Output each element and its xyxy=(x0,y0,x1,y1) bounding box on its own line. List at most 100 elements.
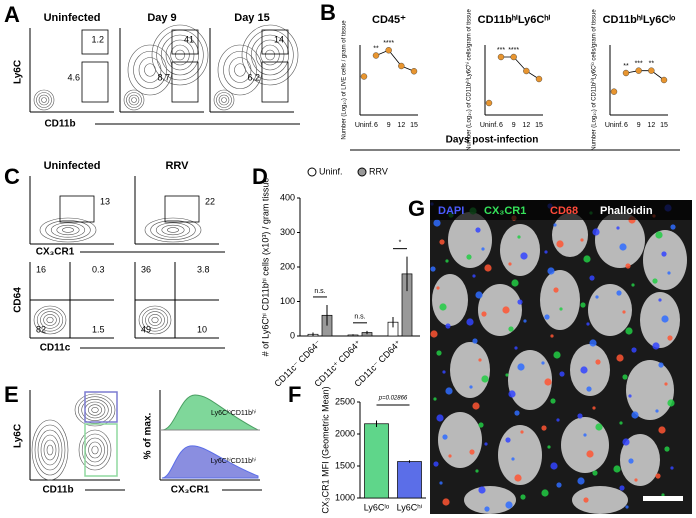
gate xyxy=(171,29,199,55)
stain xyxy=(505,501,513,509)
y-axis-label: Number (Log₁₀) of LIVE cells / gram of t… xyxy=(342,20,348,140)
stain xyxy=(436,286,440,290)
contour xyxy=(123,89,145,111)
stain xyxy=(484,264,492,272)
axis-label: % of max. xyxy=(143,412,154,459)
column-title: Uninfected xyxy=(44,160,101,172)
line xyxy=(375,49,415,72)
contour xyxy=(150,220,196,240)
muscle-fiber xyxy=(438,412,482,468)
x-tick-label: 15 xyxy=(410,122,418,129)
stain xyxy=(433,219,441,227)
muscle-fiber xyxy=(448,212,492,268)
muscle-fiber xyxy=(626,360,674,420)
stain xyxy=(517,299,523,305)
stain xyxy=(652,278,658,284)
bar xyxy=(397,461,422,499)
stain xyxy=(580,366,588,374)
stain xyxy=(475,469,479,473)
muscle-fiber xyxy=(540,270,580,330)
contour xyxy=(265,49,275,61)
stain xyxy=(445,259,449,263)
stain xyxy=(514,410,520,416)
point xyxy=(635,67,642,74)
stain xyxy=(439,303,447,311)
contour xyxy=(43,439,57,461)
contour xyxy=(133,50,167,90)
stain xyxy=(616,290,622,296)
stain xyxy=(670,224,676,230)
contour xyxy=(175,49,185,61)
contour xyxy=(41,97,47,103)
muscle-fiber xyxy=(588,284,632,336)
legend-label: Uninf. xyxy=(319,166,343,176)
significance: * xyxy=(399,239,402,246)
stain xyxy=(436,350,442,356)
stain xyxy=(508,262,512,266)
histogram-label: Ly6CʰⁱCD11bʰⁱ xyxy=(211,457,256,465)
contour xyxy=(128,94,140,106)
gate-value: 4.6 xyxy=(67,72,80,82)
contour xyxy=(46,444,54,456)
y-tick-label: 200 xyxy=(280,261,295,271)
stain xyxy=(481,311,487,317)
stain xyxy=(589,275,595,281)
point xyxy=(398,62,405,70)
point xyxy=(523,67,530,75)
bar xyxy=(364,423,389,499)
stain xyxy=(655,473,661,479)
contour xyxy=(31,419,69,481)
stain xyxy=(442,434,448,440)
stain xyxy=(556,418,560,422)
panel-label: G xyxy=(408,196,425,221)
contour xyxy=(145,311,165,329)
significance: n.s. xyxy=(354,314,365,321)
significance: **** xyxy=(383,40,394,47)
contour xyxy=(40,311,60,329)
contour xyxy=(91,445,99,455)
contour xyxy=(213,89,235,111)
stain-label: Phalloidin xyxy=(600,205,653,217)
significance: *** xyxy=(635,61,643,68)
stain xyxy=(619,421,623,425)
histogram xyxy=(161,445,259,479)
stain xyxy=(433,397,437,401)
histogram xyxy=(161,394,259,431)
scale-bar xyxy=(643,496,683,501)
contour xyxy=(228,57,252,83)
stain xyxy=(541,489,549,497)
x-tick-label: Ly6Cˡᵒ xyxy=(364,502,390,512)
stain xyxy=(592,228,600,236)
legend-swatch xyxy=(307,167,317,177)
gate-value: 6.2 xyxy=(247,72,260,82)
stain xyxy=(655,231,663,239)
stain xyxy=(583,433,587,437)
stain xyxy=(559,371,565,377)
stain xyxy=(472,274,476,278)
panel-label: A xyxy=(4,2,20,27)
point xyxy=(610,88,618,95)
muscle-fiber xyxy=(464,486,516,514)
contour xyxy=(161,34,199,76)
stain xyxy=(511,279,519,287)
quadrant-value: 49 xyxy=(141,324,151,334)
muscle-fiber xyxy=(640,292,680,348)
contour xyxy=(78,396,112,424)
stain xyxy=(583,255,591,263)
stain xyxy=(442,370,446,374)
stain xyxy=(658,362,664,368)
stain xyxy=(628,458,634,464)
stain xyxy=(478,422,484,428)
panel-label: F xyxy=(288,382,301,407)
contour xyxy=(260,44,280,66)
gate-value: 13 xyxy=(100,196,110,206)
axis-label: CD11b xyxy=(42,485,73,496)
contour xyxy=(36,308,64,332)
x-tick-label: 12 xyxy=(647,122,655,129)
contour xyxy=(34,424,66,476)
contour xyxy=(131,97,137,103)
stain xyxy=(544,250,548,254)
contour xyxy=(45,220,91,240)
stain xyxy=(586,450,594,458)
contour xyxy=(38,94,50,106)
